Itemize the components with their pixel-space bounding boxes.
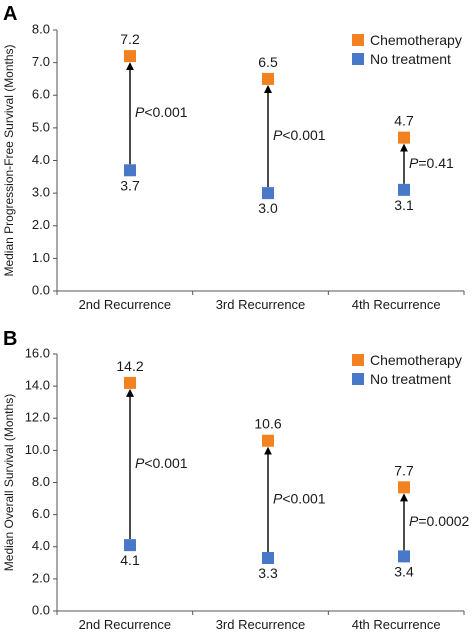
y-axis-label: Median Overall Survival (Months) — [2, 394, 16, 571]
p-value-text: <0.001 — [282, 490, 325, 506]
p-symbol: P — [409, 155, 419, 171]
p-symbol: P — [273, 127, 283, 143]
x-tick-label: 2nd Recurrence — [79, 297, 172, 312]
legend-label: No treatment — [370, 51, 451, 67]
no-treatment-value-label: 3.3 — [258, 565, 278, 581]
chemotherapy-value-label: 7.2 — [120, 31, 140, 47]
y-tick-label: 3.0 — [32, 185, 50, 200]
legend-swatch — [352, 373, 364, 385]
legend-swatch — [352, 34, 364, 46]
no-treatment-marker — [124, 164, 136, 177]
p-value-label: P=0.41 — [409, 155, 454, 171]
y-tick-label: 6.0 — [32, 87, 50, 102]
legend-swatch — [352, 53, 364, 65]
y-tick-label: 6.0 — [32, 506, 50, 521]
y-tick-label: 12.0 — [25, 410, 50, 425]
no-treatment-value-label: 3.4 — [394, 563, 414, 579]
y-tick-label: 7.0 — [32, 54, 50, 69]
legend-label: Chemotherapy — [370, 32, 462, 48]
y-tick-label: 4.0 — [32, 538, 50, 553]
no-treatment-marker — [398, 550, 410, 563]
panel-b: B Median Overall Survival (Months) 0.0 2.0 4… — [2, 328, 469, 632]
no-treatment-marker — [124, 539, 136, 552]
x-tick-label: 4th Recurrence — [352, 297, 441, 312]
x-tick-label: 2nd Recurrence — [79, 617, 172, 632]
legend-swatch — [352, 354, 364, 366]
p-value-text: <0.001 — [144, 455, 187, 471]
y-tick-label: 14.0 — [25, 378, 50, 393]
chemotherapy-marker — [398, 481, 410, 494]
y-tick-label: 16.0 — [25, 345, 50, 360]
p-value-label: P=0.0002 — [409, 513, 470, 529]
y-tick-label: 1.0 — [32, 250, 50, 265]
chemotherapy-marker — [262, 434, 274, 447]
no-treatment-marker — [262, 187, 274, 200]
p-value-text: =0.41 — [418, 155, 454, 171]
panels: A Median Progression-Free Survival (Month… — [2, 3, 469, 632]
y-tick-label: 0.0 — [32, 282, 50, 297]
legend-label: Chemotherapy — [370, 352, 462, 368]
panel-letter: B — [3, 328, 17, 350]
no-treatment-marker — [262, 551, 274, 564]
x-tick-label: 3rd Recurrence — [216, 617, 306, 632]
y-tick-label: 2.0 — [32, 217, 50, 232]
chemotherapy-marker — [398, 131, 410, 144]
p-value-label: P<0.001 — [135, 104, 188, 120]
y-tick-label: 4.0 — [32, 152, 50, 167]
p-value-label: P<0.001 — [135, 455, 188, 471]
p-symbol: P — [135, 104, 145, 120]
y-tick-label: 2.0 — [32, 570, 50, 585]
p-value-text: <0.001 — [144, 104, 187, 120]
chemotherapy-value-label: 14.2 — [116, 358, 143, 374]
p-symbol: P — [409, 513, 419, 529]
chemotherapy-value-label: 7.7 — [394, 462, 414, 478]
y-axis-label: Median Progression-Free Survival (Months… — [2, 44, 16, 276]
x-tick-label: 3rd Recurrence — [216, 297, 306, 312]
panel-letter: A — [3, 3, 17, 25]
y-tick-label: 0.0 — [32, 602, 50, 617]
y-tick-label: 10.0 — [25, 442, 50, 457]
p-value-text: <0.001 — [282, 127, 325, 143]
no-treatment-marker — [398, 183, 410, 196]
panel-a: A Median Progression-Free Survival (Month… — [2, 3, 465, 312]
x-tick-label: 4th Recurrence — [352, 617, 441, 632]
p-value-label: P<0.001 — [273, 490, 326, 506]
no-treatment-value-label: 3.0 — [258, 200, 278, 216]
p-value-label: P<0.001 — [273, 127, 326, 143]
y-tick-label: 8.0 — [32, 474, 50, 489]
chemotherapy-marker — [124, 376, 136, 389]
chemotherapy-value-label: 10.6 — [254, 416, 281, 432]
y-tick-label: 8.0 — [32, 21, 50, 36]
p-value-text: =0.0002 — [418, 513, 469, 529]
no-treatment-value-label: 4.1 — [120, 552, 140, 568]
chemotherapy-marker — [262, 72, 274, 85]
no-treatment-value-label: 3.1 — [394, 197, 414, 213]
p-symbol: P — [135, 455, 145, 471]
no-treatment-value-label: 3.7 — [120, 177, 140, 193]
legend-label: No treatment — [370, 371, 451, 387]
chemotherapy-marker — [124, 50, 136, 63]
chemotherapy-value-label: 6.5 — [258, 54, 278, 70]
p-symbol: P — [273, 490, 283, 506]
chemotherapy-value-label: 4.7 — [394, 113, 414, 129]
y-tick-label: 5.0 — [32, 119, 50, 134]
